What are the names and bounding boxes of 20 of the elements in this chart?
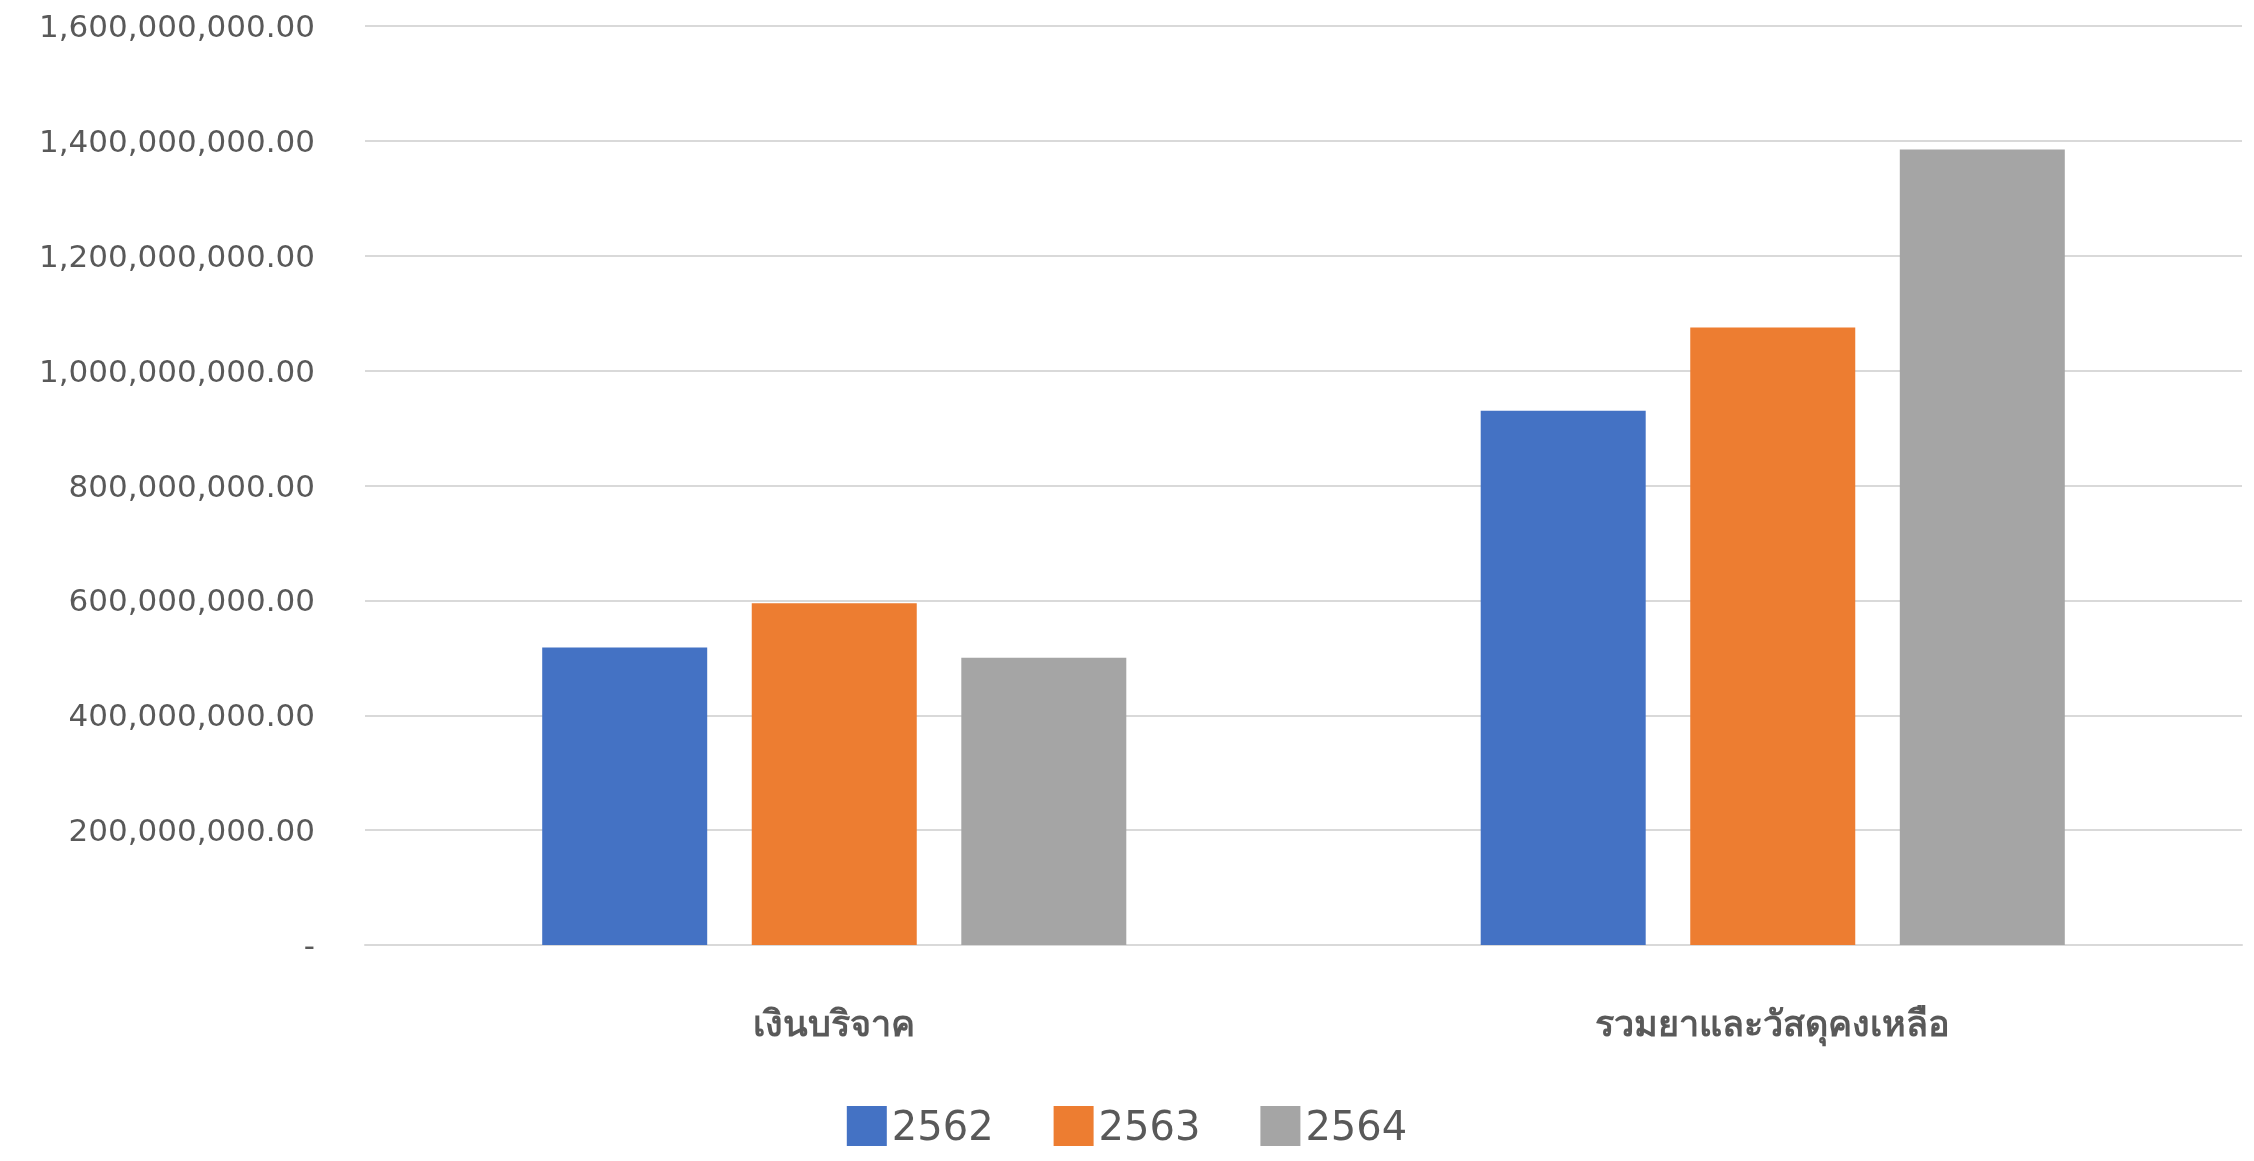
bar <box>1899 149 2065 945</box>
bar <box>961 657 1127 945</box>
y-tick-label: 1,600,000,000.00 <box>38 8 315 44</box>
legend-label: 2563 <box>1098 1103 1201 1149</box>
y-tick-label: 1,400,000,000.00 <box>38 122 315 159</box>
y-tick-label: 1,200,000,000.00 <box>38 237 315 274</box>
x-tick-label: เงินบริจาค <box>753 1002 916 1044</box>
legend-label: 2564 <box>1305 1103 1408 1149</box>
bar <box>751 603 917 945</box>
y-tick-label: - <box>303 927 315 963</box>
bar <box>1480 410 1646 945</box>
y-tick-label: 200,000,000.00 <box>68 812 315 849</box>
x-tick-label: รวมยาและวัสดุคงเหลือ <box>1595 1002 1951 1047</box>
bar <box>542 647 708 945</box>
bar <box>1690 327 1856 945</box>
y-tick-label: 600,000,000.00 <box>68 582 315 619</box>
legend-label: 2562 <box>891 1103 994 1149</box>
y-tick-label: 1,000,000,000.00 <box>38 352 315 389</box>
y-tick-label: 400,000,000.00 <box>68 697 315 734</box>
y-tick-label: 800,000,000.00 <box>68 467 315 504</box>
